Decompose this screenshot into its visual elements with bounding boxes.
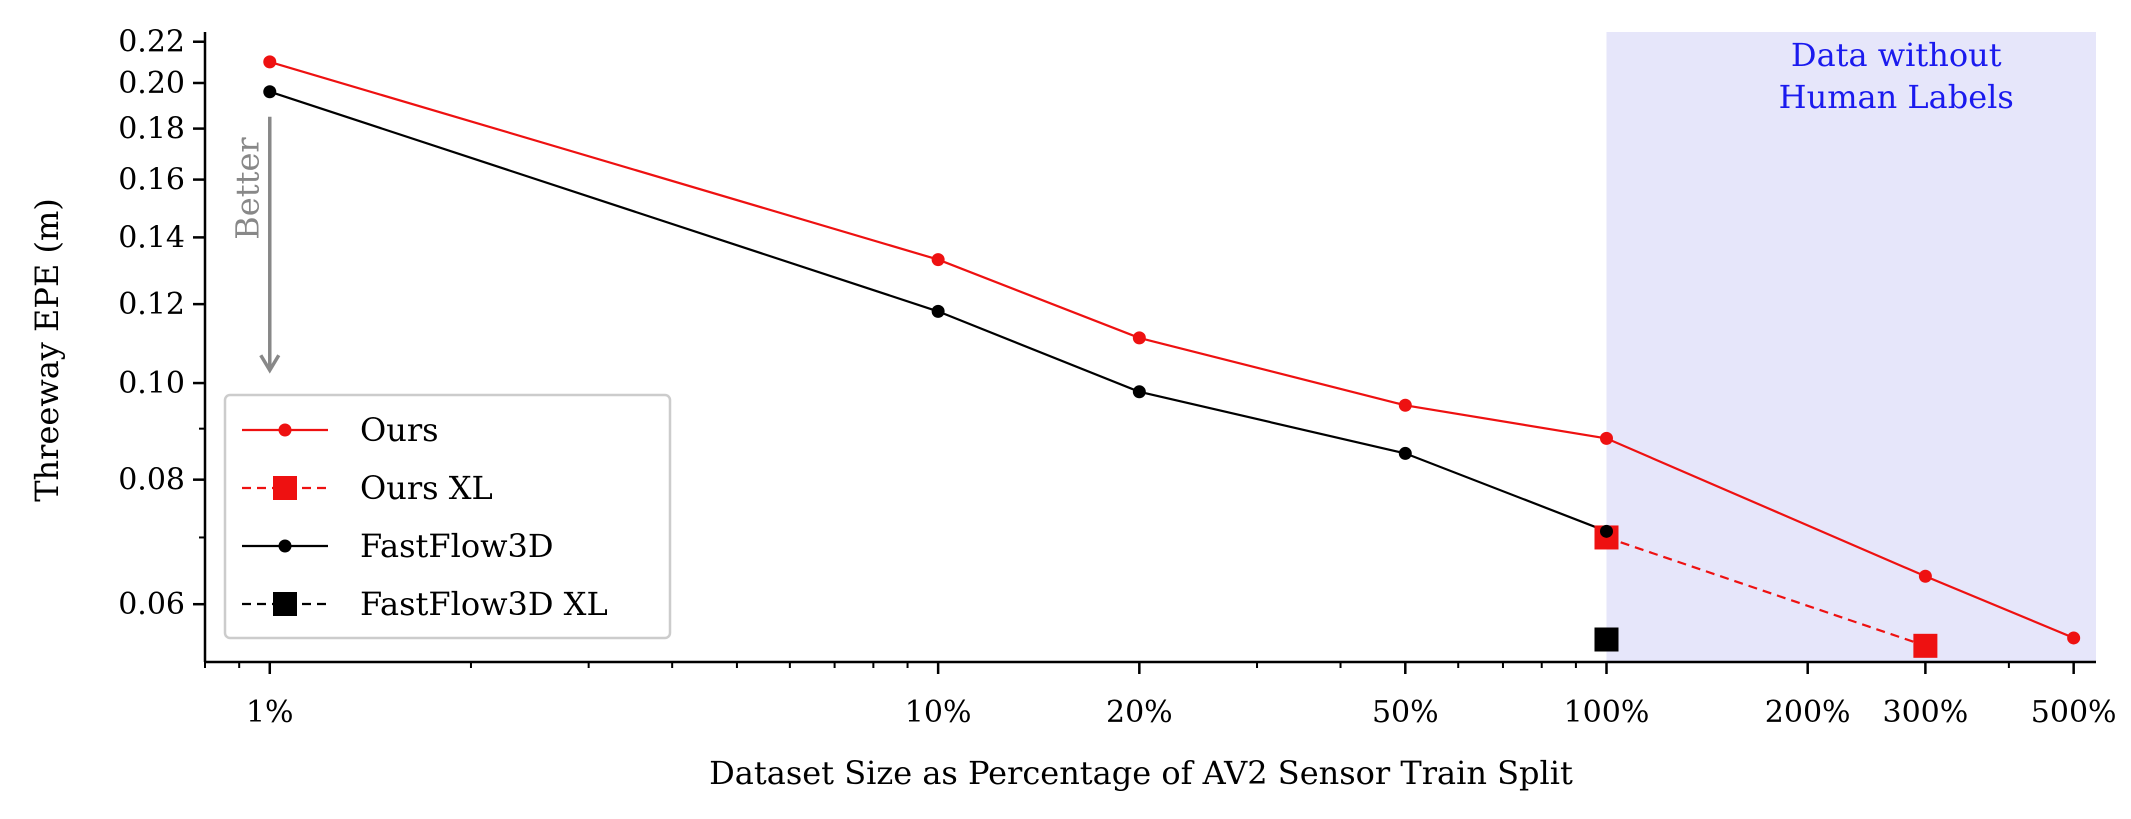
data-point-fastflow3d-xl <box>1594 627 1619 652</box>
axes: 1% 10% 20% 50% 100% 200% 300% 500% 0.06 0.08 0.10… <box>118 25 2116 730</box>
data-point-ours <box>1918 569 1932 583</box>
y-axis-label: Threeway EPE (m) <box>28 198 66 502</box>
data-point-fastflow3d <box>1132 385 1146 399</box>
legend-label: Ours XL <box>360 469 493 507</box>
y-tick-label: 0.14 <box>118 220 185 255</box>
data-point-ours <box>263 55 277 69</box>
y-tick-label: 0.18 <box>118 112 185 147</box>
series-markers-fastflow3d-xl <box>1594 627 1619 652</box>
data-point-fastflow3d <box>931 304 945 318</box>
legend-swatch-marker <box>278 423 292 437</box>
y-tick-label: 0.12 <box>118 287 185 322</box>
legend-box <box>223 393 672 640</box>
x-tick-label: 1% <box>246 695 294 730</box>
data-point-ours <box>1599 431 1613 445</box>
shaded-region-label-line-2: Human Labels <box>1779 78 2014 116</box>
data-point-fastflow3d <box>263 85 277 99</box>
y-tick-label: 0.20 <box>118 66 185 101</box>
series-markers-ours <box>263 55 2081 645</box>
data-point-ours <box>2067 631 2081 645</box>
legend-swatch-marker <box>278 539 292 553</box>
legend-label: Ours <box>360 411 439 449</box>
legend-swatch-marker <box>273 592 297 616</box>
x-tick-label: 300% <box>1882 695 1968 730</box>
data-point-ours <box>1398 398 1412 412</box>
y-ticks: 0.06 0.08 0.10 0.12 0.14 0.16 0.18 0.20 0.22 <box>118 25 205 622</box>
data-point-fastflow3d <box>1599 524 1613 538</box>
x-tick-label: 100% <box>1564 695 1650 730</box>
shaded-region <box>1606 32 2096 662</box>
data-point-fastflow3d <box>1398 446 1412 460</box>
data-point-ours <box>931 253 945 267</box>
legend-item-ours: Ours <box>242 411 439 449</box>
legend-item-ours-xl: Ours XL <box>242 469 493 507</box>
legend-swatch-marker <box>273 476 297 500</box>
x-tick-label: 200% <box>1765 695 1851 730</box>
data-point-ours-xl <box>1913 633 1938 658</box>
series-line-ours-xl <box>1606 536 1926 647</box>
x-axis-label: Dataset Size as Percentage of AV2 Sensor… <box>709 754 1573 792</box>
x-ticks: 1% 10% 20% 50% 100% 200% 300% 500% <box>204 662 2117 730</box>
legend: Ours Ours XL FastFlow3D FastFlow3D XL <box>223 393 672 640</box>
series-ours-xl <box>1606 536 1926 647</box>
better-arrowhead <box>259 354 281 374</box>
better-label: Better <box>228 137 266 240</box>
shaded-region-label-line-1: Data without <box>1791 36 2002 74</box>
legend-item-fastflow3d: FastFlow3D <box>242 527 554 565</box>
y-tick-label: 0.22 <box>118 25 185 60</box>
legend-label: FastFlow3D <box>360 527 554 565</box>
y-tick-label: 0.08 <box>118 463 185 498</box>
x-tick-label: 10% <box>905 695 972 730</box>
better-annotation: Better <box>228 116 281 374</box>
x-tick-label: 500% <box>2031 695 2117 730</box>
y-tick-label: 0.06 <box>118 587 185 622</box>
y-tick-label: 0.16 <box>118 163 185 198</box>
series-markers-fastflow3d <box>263 85 1613 538</box>
legend-item-fastflow3d-xl: FastFlow3D XL <box>242 585 608 623</box>
y-tick-label: 0.10 <box>118 366 185 401</box>
legend-label: FastFlow3D XL <box>360 585 608 623</box>
series-layer <box>263 55 2081 658</box>
shaded-region-label: Data without Human Labels <box>1779 36 2014 116</box>
data-point-ours <box>1132 331 1146 345</box>
x-tick-label: 20% <box>1106 695 1173 730</box>
x-tick-label: 50% <box>1372 695 1439 730</box>
